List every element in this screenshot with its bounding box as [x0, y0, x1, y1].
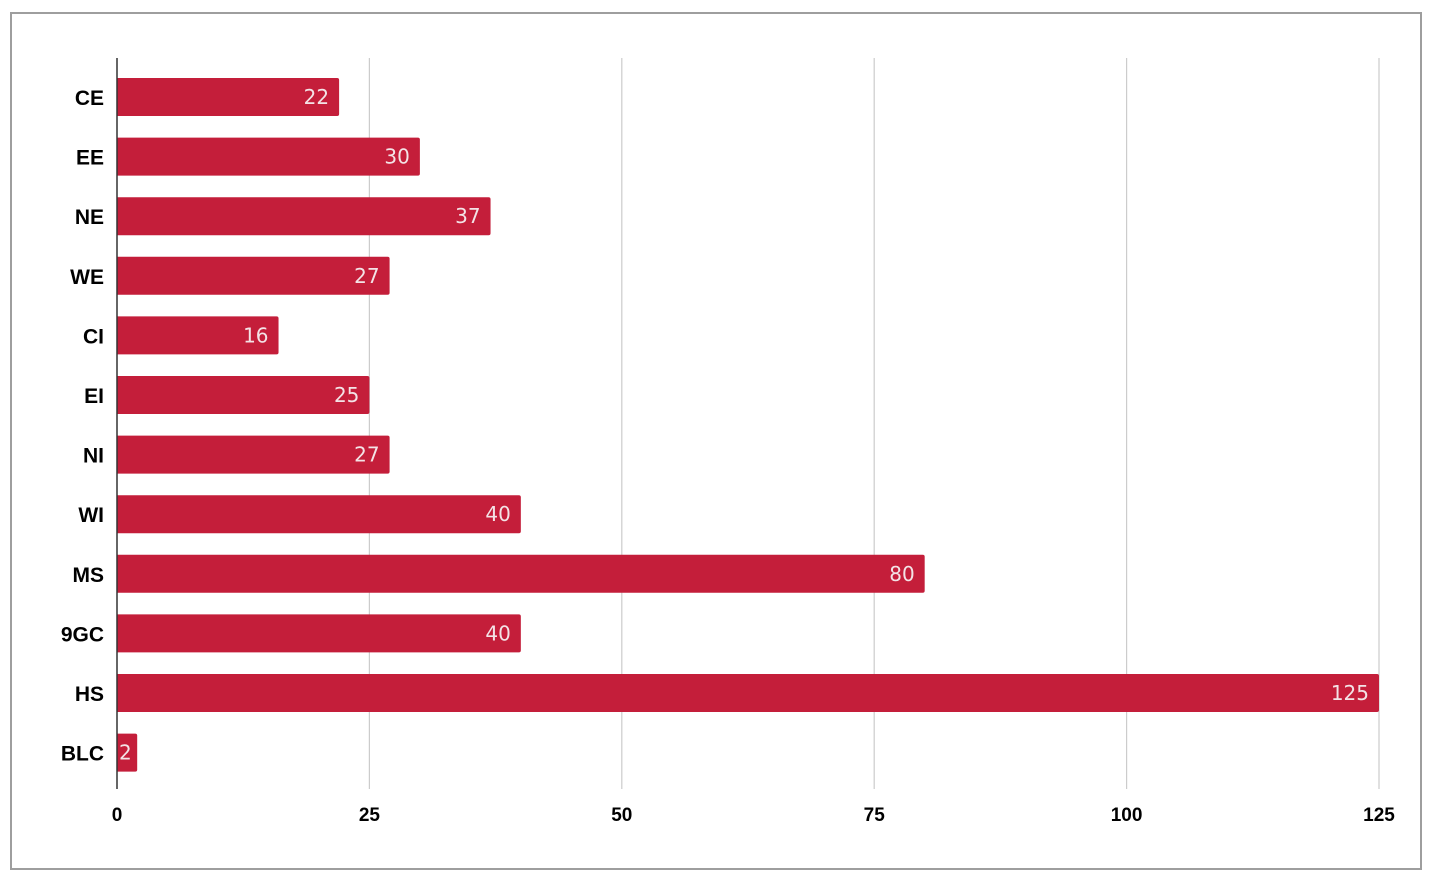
- bar-hs: [117, 674, 1379, 712]
- bar-ni: [117, 435, 390, 474]
- data-label-ee: 30: [384, 145, 409, 169]
- category-label-9gc: 9GC: [61, 623, 104, 646]
- x-tick-label-0: 0: [112, 805, 123, 826]
- bar-ee: [117, 137, 420, 176]
- data-label-ni: 27: [354, 443, 379, 467]
- bar-9gc: [117, 614, 521, 653]
- data-label-ci: 16: [243, 323, 268, 347]
- data-label-hs: 125: [1331, 681, 1369, 705]
- data-label-wi: 40: [485, 502, 510, 526]
- x-tick-label-50: 50: [611, 805, 632, 826]
- data-label-ms: 80: [889, 562, 914, 586]
- category-label-ni: NI: [83, 445, 104, 468]
- bar-blc: [117, 733, 138, 772]
- x-tick-label-75: 75: [864, 805, 886, 826]
- category-label-ci: CI: [83, 325, 104, 348]
- x-tick-label-100: 100: [1111, 805, 1143, 826]
- gridlines: [368, 58, 1380, 789]
- x-tick-label-25: 25: [359, 805, 381, 826]
- category-label-wi: WI: [78, 504, 104, 527]
- bar-we: [117, 256, 390, 295]
- category-label-we: WE: [70, 266, 104, 289]
- category-label-hs: HS: [75, 683, 104, 706]
- bar-ne: [117, 197, 491, 236]
- data-label-ce: 22: [304, 85, 329, 109]
- data-label-ei: 25: [334, 383, 359, 407]
- data-label-9gc: 40: [485, 621, 510, 645]
- x-tick-label-125: 125: [1363, 805, 1395, 826]
- bars: [117, 78, 1379, 772]
- data-label-ne: 37: [455, 204, 480, 228]
- bar-ci: [117, 316, 279, 355]
- data-label-blc: 2: [119, 741, 132, 765]
- bar-ei: [117, 376, 370, 414]
- category-label-ei: EI: [84, 385, 104, 408]
- bar-wi: [117, 495, 521, 534]
- category-label-ms: MS: [73, 564, 105, 587]
- data-label-we: 27: [354, 264, 379, 288]
- category-label-ne: NE: [75, 206, 104, 229]
- bar-ms: [117, 554, 925, 593]
- category-label-ce: CE: [75, 87, 104, 110]
- labels: 22 CE 30 EE 37 NE 27 WE 16 CI 25 EI 27 NI 40 WI 80 MS 40 9G…: [61, 85, 1395, 826]
- category-label-blc: BLC: [61, 743, 104, 766]
- bar-ce: [117, 78, 340, 116]
- category-label-ee: EE: [76, 147, 104, 170]
